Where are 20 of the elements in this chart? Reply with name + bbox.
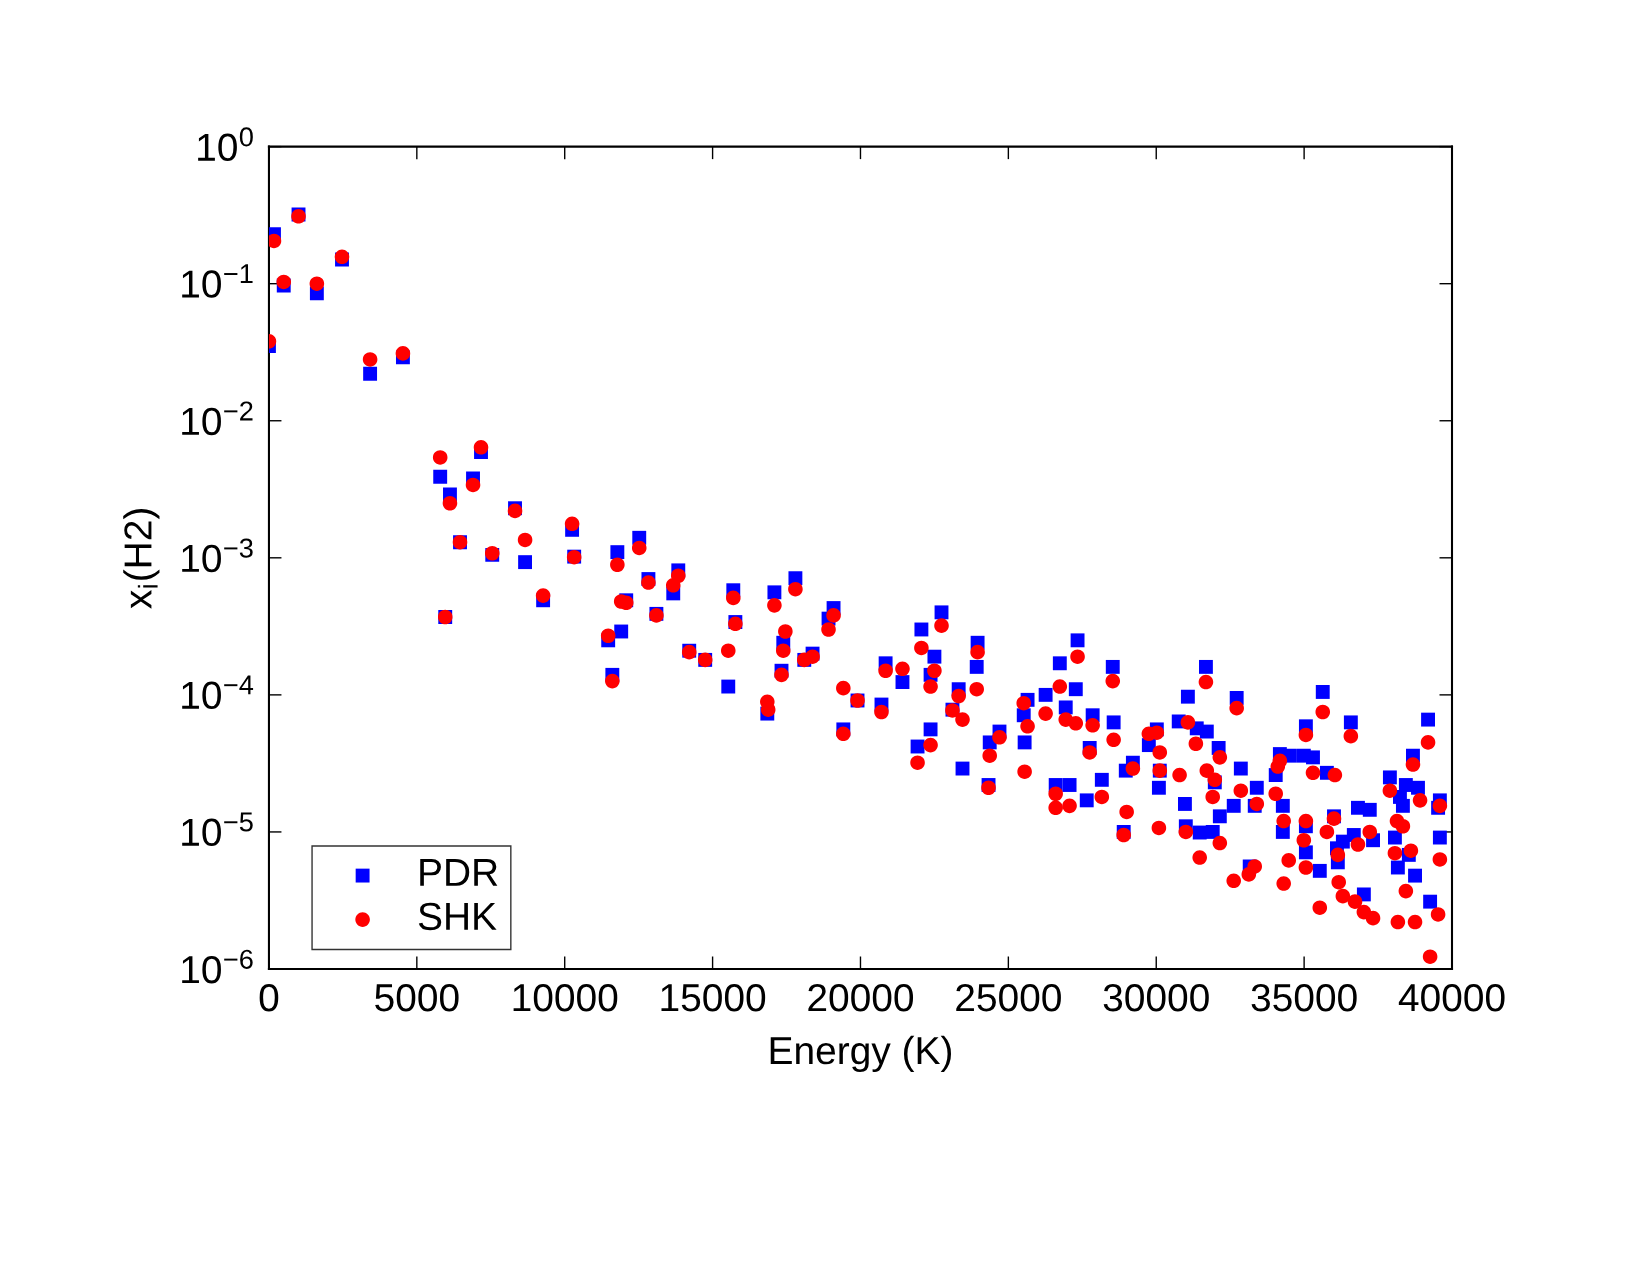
x-tick-label: 5000 <box>375 983 459 1012</box>
x-tick-label: 15000 <box>661 983 766 1012</box>
y-tick-label: 10$^{−5}$ <box>182 812 253 847</box>
y-axis-title: x$_{i}$(H2) <box>123 509 160 609</box>
legend-label: SHK <box>418 902 497 931</box>
x-tick-label: 25000 <box>956 983 1061 1012</box>
x-tick-label: 20000 <box>808 983 914 1012</box>
y-tick-label: 10$^{−1}$ <box>182 264 253 298</box>
y-tick-label: 10$^{0}$ <box>198 127 253 162</box>
x-tick-label: 10000 <box>513 983 618 1012</box>
x-tick-label: 30000 <box>1103 983 1209 1012</box>
x-axis-title: Energy (K) <box>770 1035 951 1073</box>
x-tick-label: 0 <box>259 983 279 1012</box>
x-tick-label: 35000 <box>1251 983 1357 1012</box>
y-tick-label: 10$^{−6}$ <box>182 949 253 984</box>
legend-label: PDR <box>420 859 498 886</box>
y-tick-label: 10$^{−3}$ <box>182 538 253 573</box>
y-tick-label: 10$^{−2}$ <box>182 401 253 436</box>
x-tick-label: 40000 <box>1398 983 1505 1012</box>
y-tick-label: 10$^{−4}$ <box>182 675 254 710</box>
